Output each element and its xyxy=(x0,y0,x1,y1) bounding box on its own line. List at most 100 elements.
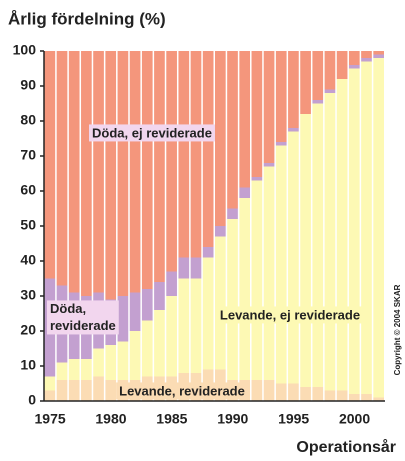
y-tick-label: 10 xyxy=(20,357,36,373)
bar-segment xyxy=(215,226,226,237)
bar-segment xyxy=(44,51,56,279)
bar-segment xyxy=(81,359,92,380)
y-tick-label: 70 xyxy=(20,147,36,163)
series-label-group: Döda, ej reviderade xyxy=(89,124,215,142)
bar-segment xyxy=(275,51,287,142)
y-tick-label: 50 xyxy=(20,217,36,233)
bar-segment xyxy=(263,163,275,167)
bar-segment xyxy=(275,142,287,146)
bar-segment xyxy=(56,380,68,401)
bar-segment xyxy=(312,100,324,104)
bar-segment xyxy=(117,341,129,380)
series-label: Levande, reviderade xyxy=(119,383,245,398)
y-tick-label: 90 xyxy=(20,77,36,93)
bar-segment xyxy=(227,51,238,209)
series-label-bg xyxy=(116,382,248,400)
bar-segment xyxy=(361,51,372,58)
bar-segment xyxy=(178,278,190,373)
bar-segment xyxy=(178,51,190,258)
x-axis-label: Operationsår xyxy=(296,438,396,456)
series-label-group: Levande, ej reviderade xyxy=(216,306,364,324)
bar-segment xyxy=(81,380,92,401)
bar-segment xyxy=(178,257,190,279)
y-tick-label: 0 xyxy=(28,392,36,408)
bar-segment xyxy=(154,51,165,282)
bar-segment xyxy=(361,61,372,394)
bar-segment xyxy=(129,331,141,380)
bar-segment xyxy=(44,390,56,401)
bar-segment xyxy=(336,390,348,401)
bar-segment xyxy=(288,51,299,128)
bar-segment xyxy=(239,187,251,198)
bar-segment xyxy=(373,397,384,401)
bar-segment xyxy=(56,362,68,380)
bar-segment xyxy=(300,387,311,401)
bar-segment xyxy=(275,383,287,401)
bar-segment xyxy=(68,51,80,293)
chart-title: Årlig fördelning (%) xyxy=(8,9,166,28)
bar-segment xyxy=(44,376,56,391)
bar-segment xyxy=(336,79,348,391)
bar-segment xyxy=(288,128,299,132)
bar-segment xyxy=(373,58,384,398)
bar-segment xyxy=(275,145,287,384)
bar-segment xyxy=(324,51,336,90)
bar-segment xyxy=(312,51,324,100)
y-tick-label: 100 xyxy=(13,42,37,58)
bar-segment xyxy=(105,51,117,300)
x-tick-label: 1985 xyxy=(156,411,187,427)
series-label-bg xyxy=(216,306,364,324)
bar-segment xyxy=(202,247,214,258)
bar-segment xyxy=(166,51,177,272)
bar-segment xyxy=(129,292,141,331)
bar-segment xyxy=(190,257,202,279)
bar-segment xyxy=(300,114,311,387)
series-label: Levande, ej reviderade xyxy=(220,307,360,322)
y-tick-label: 80 xyxy=(20,112,36,128)
bar-segment xyxy=(190,278,202,373)
bar-segment xyxy=(154,282,165,310)
bar-segment xyxy=(288,383,299,401)
bar-segment xyxy=(93,348,104,377)
x-tick-label: 1995 xyxy=(278,411,309,427)
bar-segment xyxy=(251,177,263,181)
y-tick-label: 30 xyxy=(20,287,36,303)
bar-segment xyxy=(324,89,336,93)
series-label-group: Döda, reviderade xyxy=(47,300,119,335)
bar-segment xyxy=(263,166,275,380)
series-label-bg xyxy=(89,124,215,142)
bar-segment xyxy=(361,394,372,401)
bar-segment xyxy=(215,51,226,226)
bar-segment xyxy=(336,51,348,79)
bar-segment xyxy=(348,394,360,401)
bar-segment xyxy=(141,51,153,289)
bar-segment xyxy=(215,236,226,370)
y-tick-label: 20 xyxy=(20,322,36,338)
x-tick-label: 1975 xyxy=(35,411,66,427)
series-label: Döda, ej reviderade xyxy=(92,125,212,140)
bar-segment xyxy=(251,180,263,380)
bar-segment xyxy=(190,51,202,258)
x-tick-label: 2000 xyxy=(339,411,370,427)
bar-segment xyxy=(361,58,372,62)
x-tick-label: 1990 xyxy=(217,411,248,427)
bar-segment xyxy=(348,51,360,65)
bar-segment xyxy=(105,345,117,380)
bar-segment xyxy=(373,51,384,55)
bar-segment xyxy=(105,380,117,401)
bar-segment xyxy=(166,271,177,296)
bar-segment xyxy=(93,376,104,401)
bar-segment xyxy=(312,387,324,401)
bar-segment xyxy=(251,380,263,401)
bar-segment xyxy=(239,51,251,188)
x-tick-label: 1980 xyxy=(95,411,126,427)
bar-segment xyxy=(117,51,129,296)
bar-segment xyxy=(348,68,360,394)
bar-segment xyxy=(117,296,129,342)
series-label-group: Levande, reviderade xyxy=(116,382,248,400)
bar-segment xyxy=(56,51,68,286)
bar-segment xyxy=(129,51,141,293)
bar-segment xyxy=(239,198,251,380)
bar-segment xyxy=(202,257,214,370)
